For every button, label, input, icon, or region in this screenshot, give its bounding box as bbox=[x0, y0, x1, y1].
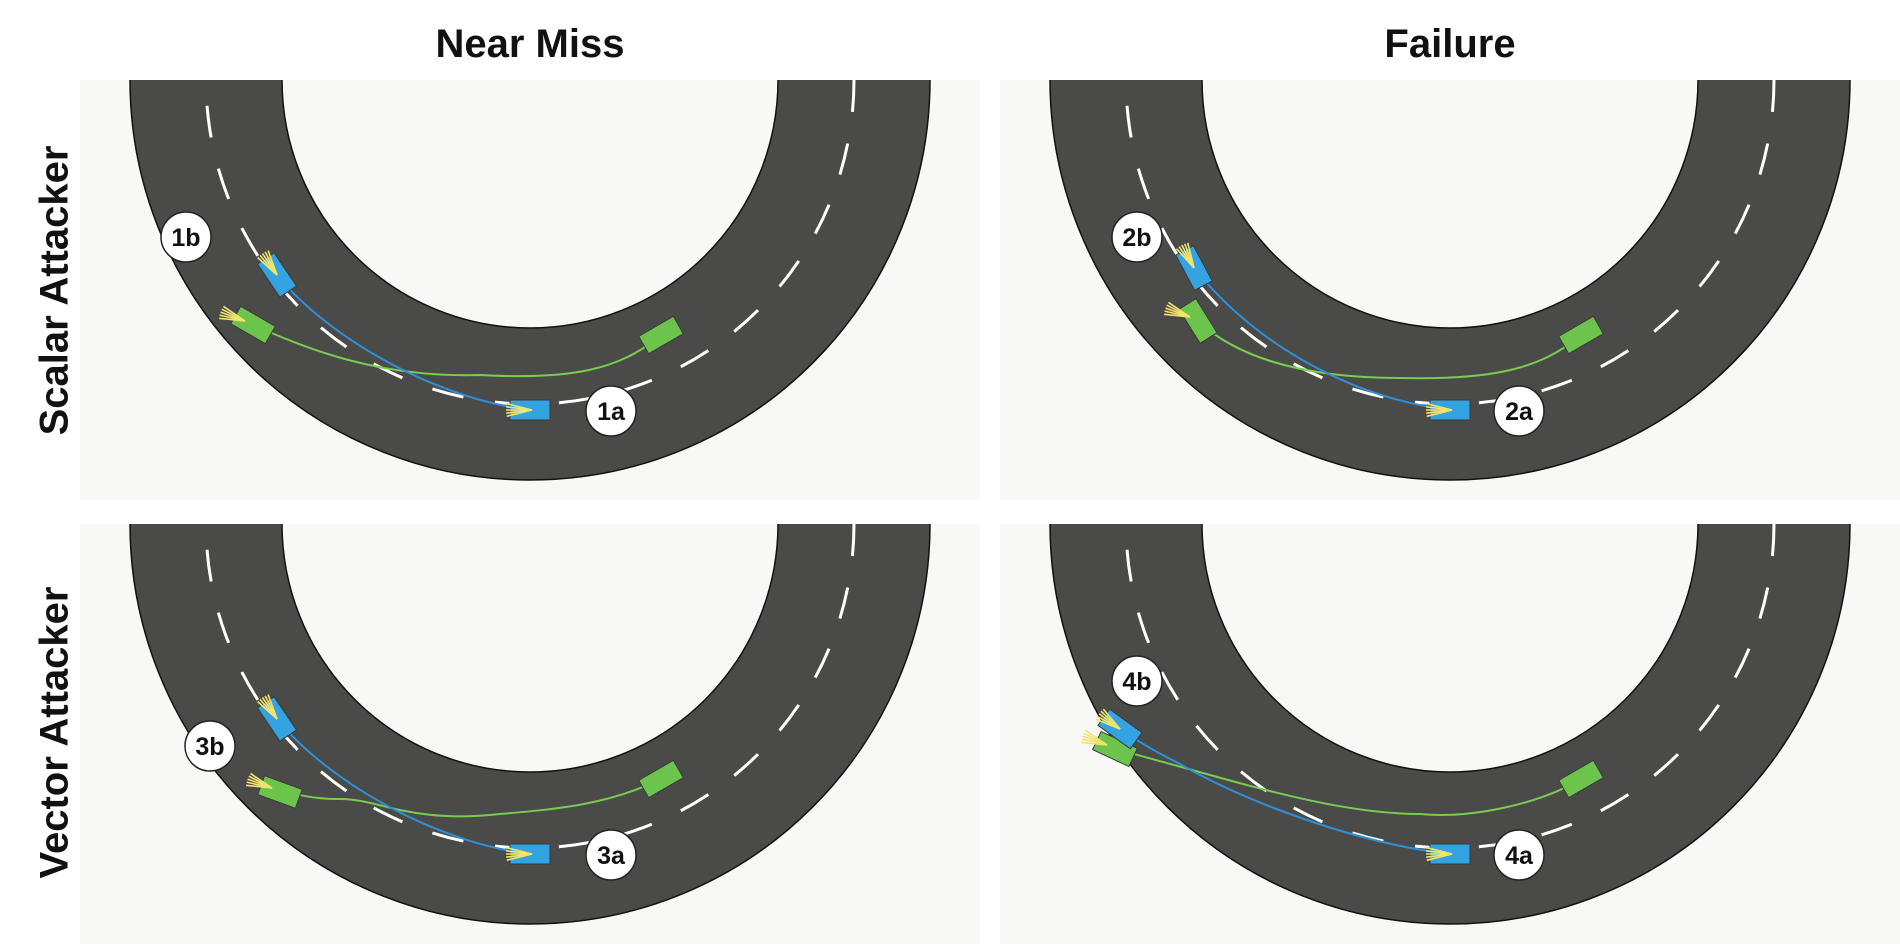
ego-prediction-fan bbox=[506, 402, 533, 418]
svg-text:2a: 2a bbox=[1505, 398, 1534, 426]
scene-scalar-failure: 2a 2b bbox=[1049, 80, 1851, 481]
attacker-trajectory bbox=[1114, 748, 1582, 816]
attacker-prediction-fan bbox=[219, 305, 246, 322]
attacker-car-start bbox=[1557, 759, 1605, 799]
attacker-prediction-fan bbox=[1164, 301, 1191, 318]
ego-prediction-fan bbox=[506, 846, 533, 862]
attacker-car-start bbox=[637, 759, 685, 799]
panel-scalar-near-miss: 1a 1b bbox=[80, 80, 980, 500]
ego-trajectory bbox=[276, 718, 532, 855]
end-label-badge: 3b bbox=[184, 720, 236, 772]
row-title-vector-attacker: Vector Attacker bbox=[32, 586, 77, 879]
ego-end-prediction-fan bbox=[257, 694, 278, 720]
start-label-badge: 1a bbox=[585, 385, 637, 437]
ego-prediction-fan bbox=[1426, 846, 1453, 862]
attacker-trajectory bbox=[279, 778, 662, 818]
scene-scalar-near-miss: 1a 1b bbox=[129, 80, 931, 481]
panel-vector-near-miss: 3a 3b bbox=[80, 524, 980, 944]
attacker-prediction-fan bbox=[246, 772, 273, 789]
ego-end-prediction-fan bbox=[1176, 242, 1195, 269]
ego-trajectory bbox=[1193, 267, 1452, 411]
attacker-car-start bbox=[637, 315, 685, 355]
svg-text:3a: 3a bbox=[597, 842, 626, 870]
ego-end-prediction-fan bbox=[257, 250, 278, 276]
ego-trajectory bbox=[1119, 728, 1452, 855]
row-title-scalar-attacker: Scalar Attacker bbox=[32, 145, 77, 436]
svg-text:2b: 2b bbox=[1122, 224, 1151, 252]
svg-text:3b: 3b bbox=[195, 733, 224, 761]
attacker-car-start bbox=[1557, 315, 1605, 355]
column-title-near-miss: Near Miss bbox=[435, 22, 625, 66]
column-title-failure: Failure bbox=[1384, 22, 1516, 66]
start-label-badge: 2a bbox=[1493, 385, 1545, 437]
panel-scalar-failure: 2a 2b bbox=[1000, 80, 1900, 500]
ego-prediction-fan bbox=[1426, 402, 1453, 418]
svg-text:4b: 4b bbox=[1122, 668, 1151, 696]
attacker-trajectory bbox=[252, 324, 662, 378]
svg-text:4a: 4a bbox=[1505, 842, 1534, 870]
ego-end-prediction-fan bbox=[1095, 708, 1121, 730]
start-label-badge: 4a bbox=[1493, 829, 1545, 881]
attacker-prediction-fan bbox=[1081, 729, 1108, 746]
scene-vector-near-miss: 3a 3b bbox=[129, 524, 931, 925]
ego-trajectory bbox=[276, 274, 532, 411]
attacker-trajectory bbox=[1197, 320, 1582, 380]
end-label-badge: 2b bbox=[1111, 211, 1163, 263]
scene-vector-failure: 4a 4b bbox=[1049, 524, 1851, 925]
panel-vector-failure: 4a 4b bbox=[1000, 524, 1900, 944]
svg-text:1a: 1a bbox=[597, 398, 626, 426]
end-label-badge: 4b bbox=[1111, 655, 1163, 707]
end-label-badge: 1b bbox=[160, 211, 212, 263]
attacker-car-end bbox=[1178, 298, 1218, 344]
start-label-badge: 3a bbox=[585, 829, 637, 881]
svg-text:1b: 1b bbox=[171, 224, 200, 252]
